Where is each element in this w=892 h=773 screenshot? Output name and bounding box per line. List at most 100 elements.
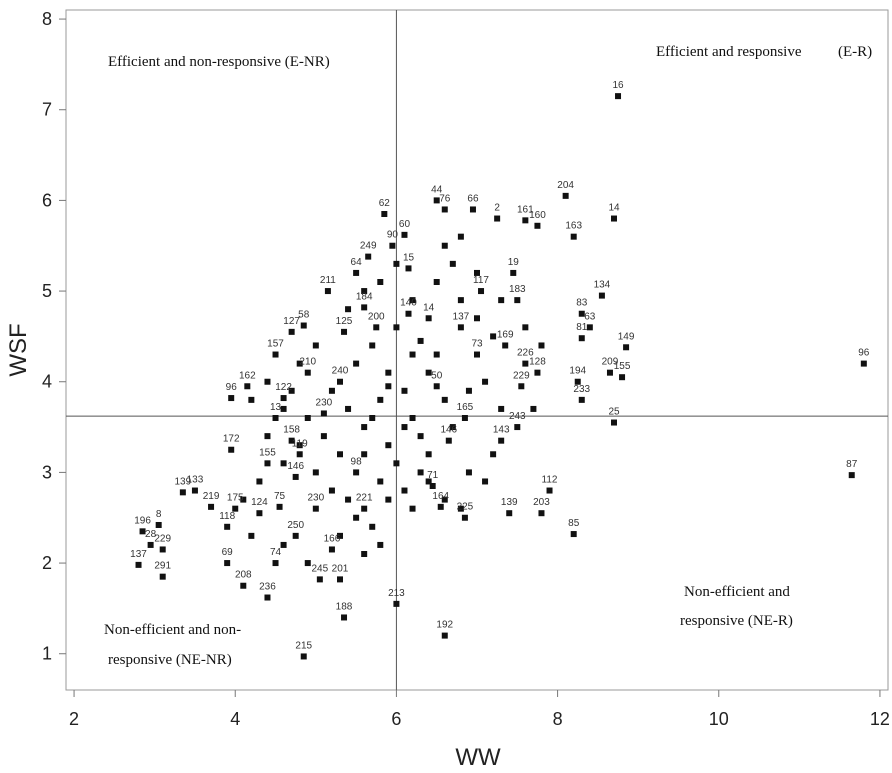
data-point-label: 2 xyxy=(494,203,500,214)
data-point xyxy=(228,395,235,402)
data-point xyxy=(373,324,380,331)
data-point xyxy=(546,487,553,494)
data-point xyxy=(522,360,529,367)
data-point-label: 162 xyxy=(239,370,256,381)
data-point xyxy=(264,433,271,440)
data-point xyxy=(848,472,855,479)
data-point xyxy=(377,279,384,285)
data-point xyxy=(393,600,400,607)
data-point-label: 96 xyxy=(858,348,870,359)
data-point xyxy=(417,433,424,440)
data-point xyxy=(361,505,368,512)
quadrant-label-bottom-left-line2: responsive (NE-NR) xyxy=(108,652,232,668)
data-point xyxy=(337,378,343,385)
data-point xyxy=(562,192,569,199)
data-point-label: 140 xyxy=(400,298,417,309)
x-tick-label: 12 xyxy=(870,709,890,729)
y-axis-ticks: 1 2 3 4 5 6 7 8 xyxy=(42,9,66,664)
data-point-label: 128 xyxy=(529,357,546,368)
data-point xyxy=(514,424,521,431)
data-point-label: 90 xyxy=(387,230,399,241)
data-point xyxy=(598,292,605,299)
quadrant-label-top-left: Efficient and non-responsive (E-NR) xyxy=(108,54,330,70)
data-point-label: 229 xyxy=(513,370,530,381)
data-point xyxy=(272,415,279,421)
data-point xyxy=(482,378,489,385)
data-point-label: 122 xyxy=(275,382,292,393)
data-point xyxy=(264,460,271,467)
data-point xyxy=(341,614,348,621)
data-point xyxy=(534,369,541,376)
data-point xyxy=(320,410,327,417)
data-point xyxy=(300,322,307,329)
data-point-label: 169 xyxy=(497,329,514,340)
data-point xyxy=(296,442,303,449)
data-point xyxy=(377,396,384,403)
data-point-label: 28 xyxy=(145,529,157,540)
data-point xyxy=(377,478,384,485)
data-point xyxy=(409,351,416,358)
data-point xyxy=(457,324,464,331)
data-point xyxy=(474,315,480,322)
data-point xyxy=(465,469,472,476)
data-point-label: 83 xyxy=(576,298,588,309)
data-point xyxy=(405,310,412,317)
y-tick-label: 2 xyxy=(42,553,52,573)
x-tick-label: 6 xyxy=(391,709,401,729)
data-point xyxy=(353,514,360,521)
data-point xyxy=(606,369,613,376)
data-point-label: 210 xyxy=(299,357,316,368)
data-point xyxy=(248,396,255,403)
quadrant-label-bottom-right-line2: responsive (NE-R) xyxy=(680,613,793,629)
data-point xyxy=(429,483,436,489)
data-point-label: 58 xyxy=(298,310,310,321)
data-point-label: 19 xyxy=(508,257,520,268)
data-point-label: 124 xyxy=(251,497,268,508)
reference-lines xyxy=(66,10,888,690)
data-point-label: 291 xyxy=(154,561,171,572)
data-point xyxy=(256,478,263,485)
data-point-label: 208 xyxy=(235,570,252,581)
data-point xyxy=(256,510,263,517)
data-point xyxy=(320,433,327,440)
data-point-label: 146 xyxy=(440,425,457,436)
data-point xyxy=(280,405,287,412)
data-point-label: 85 xyxy=(568,518,580,529)
data-point-label: 118 xyxy=(219,511,235,522)
data-point xyxy=(478,288,485,295)
data-point-label: 143 xyxy=(493,425,510,436)
data-point-label: 125 xyxy=(336,316,353,327)
data-point xyxy=(393,260,400,267)
data-point xyxy=(409,415,416,421)
data-point xyxy=(518,383,525,390)
data-point xyxy=(304,415,311,421)
data-point-label: 112 xyxy=(542,475,558,486)
quadrant-label-top-right: Efficient and responsive xyxy=(656,44,802,60)
data-point xyxy=(623,344,630,351)
data-point xyxy=(377,541,384,548)
data-point xyxy=(280,395,287,402)
data-point-label: 203 xyxy=(533,497,550,508)
data-point xyxy=(494,215,501,222)
data-point xyxy=(445,437,452,444)
data-point xyxy=(232,505,239,512)
data-point-label: 98 xyxy=(351,456,363,467)
data-point xyxy=(240,582,247,589)
data-point xyxy=(296,451,303,458)
data-point xyxy=(506,510,513,517)
data-point xyxy=(570,531,577,538)
data-point xyxy=(288,387,295,394)
data-point xyxy=(328,487,335,494)
data-point-label: 134 xyxy=(594,280,611,291)
data-point xyxy=(191,487,198,494)
data-point xyxy=(860,360,867,367)
data-point xyxy=(615,93,622,100)
data-point xyxy=(208,503,215,510)
data-point xyxy=(401,487,408,494)
data-point xyxy=(465,387,472,394)
data-point-label: 117 xyxy=(473,275,489,286)
data-point xyxy=(361,551,368,557)
data-point xyxy=(510,269,517,276)
data-point-label: 188 xyxy=(336,601,353,612)
data-point xyxy=(522,324,529,331)
